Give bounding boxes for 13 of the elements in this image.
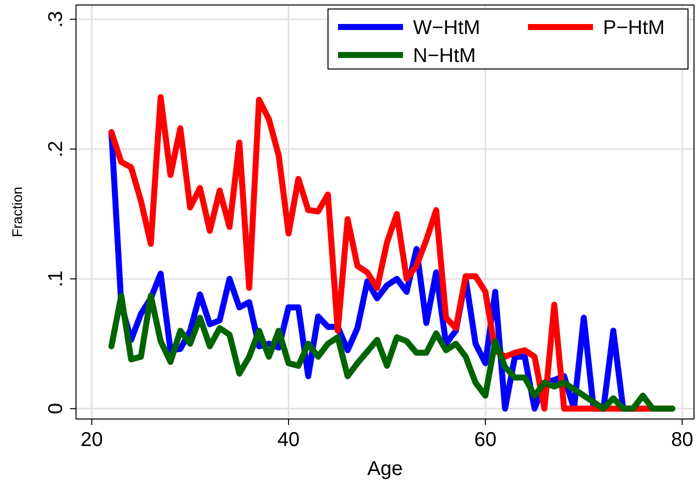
y-tick-label: 0 — [45, 403, 67, 414]
y-tick-label: .3 — [45, 10, 67, 28]
y-axis-title: Fraction — [9, 186, 25, 238]
y-tick-label: .1 — [45, 270, 67, 288]
x-tick-label: 20 — [80, 429, 103, 451]
legend-label: P−HtM — [603, 17, 665, 39]
x-tick-label: 40 — [277, 429, 300, 451]
y-tick-label: .2 — [45, 140, 67, 158]
x-tick-label: 60 — [474, 429, 496, 451]
legend-label: W−HtM — [413, 17, 480, 39]
legend-label: N−HtM — [413, 45, 476, 67]
x-tick-label: 80 — [671, 429, 694, 451]
x-axis-title: Age — [367, 458, 403, 480]
